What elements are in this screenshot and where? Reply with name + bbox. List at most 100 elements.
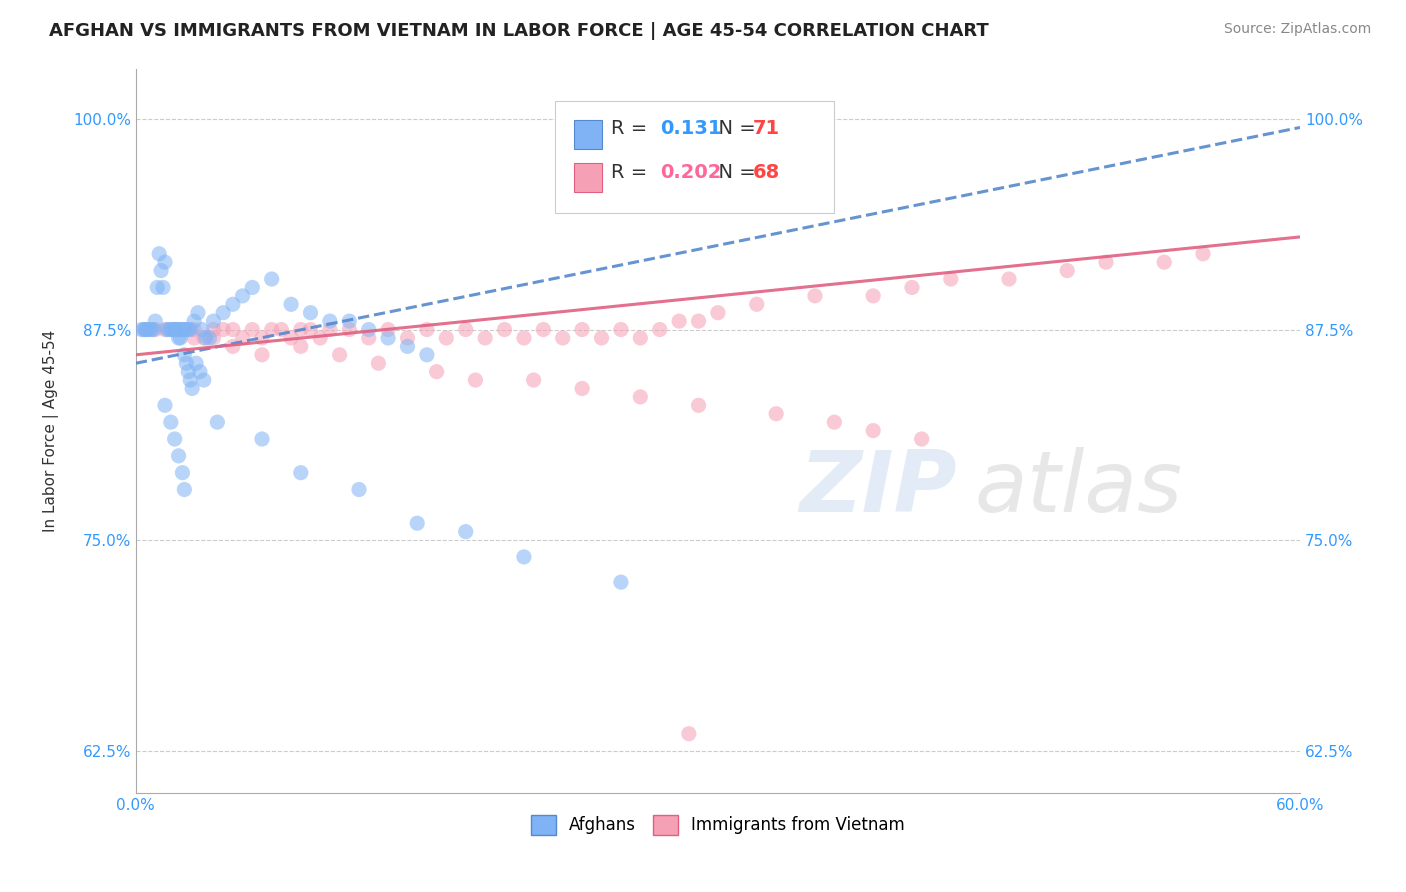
Point: [222, 339, 245, 353]
Point: [183, 322, 205, 336]
Point: [194, 331, 217, 345]
Point: [628, 331, 651, 345]
Point: [668, 314, 690, 328]
Point: [222, 297, 245, 311]
Text: N =: N =: [706, 120, 762, 138]
Point: [426, 365, 449, 379]
Point: [309, 331, 332, 345]
Point: [688, 398, 710, 412]
Point: [202, 322, 225, 336]
Point: [153, 398, 176, 412]
Point: [173, 322, 195, 336]
Point: [319, 314, 342, 328]
Point: [167, 331, 190, 345]
Point: [299, 322, 322, 336]
Point: [183, 331, 205, 345]
Point: [396, 331, 419, 345]
Point: [367, 356, 389, 370]
Point: [167, 322, 190, 336]
Point: [157, 322, 180, 336]
Point: [169, 331, 191, 345]
Point: [138, 322, 160, 336]
Point: [823, 415, 845, 429]
Text: N =: N =: [706, 162, 762, 182]
Point: [163, 322, 186, 336]
Point: [153, 322, 176, 336]
Point: [260, 272, 283, 286]
Point: [159, 322, 181, 336]
Point: [347, 483, 370, 497]
Point: [183, 314, 205, 328]
Point: [188, 365, 211, 379]
Point: [377, 322, 399, 336]
Point: [232, 331, 254, 345]
Y-axis label: In Labor Force | Age 45-54: In Labor Force | Age 45-54: [44, 329, 59, 532]
Point: [212, 306, 235, 320]
Point: [135, 322, 157, 336]
Point: [207, 415, 229, 429]
Point: [173, 348, 195, 362]
Point: [939, 272, 962, 286]
Text: 71: 71: [752, 120, 780, 138]
Point: [804, 289, 827, 303]
Point: [464, 373, 486, 387]
Point: [337, 314, 360, 328]
Point: [454, 322, 477, 336]
Point: [628, 390, 651, 404]
Point: [494, 322, 516, 336]
Text: AFGHAN VS IMMIGRANTS FROM VIETNAM IN LABOR FORCE | AGE 45-54 CORRELATION CHART: AFGHAN VS IMMIGRANTS FROM VIETNAM IN LAB…: [49, 22, 988, 40]
Point: [153, 255, 176, 269]
Point: [523, 373, 546, 387]
Point: [222, 322, 245, 336]
Point: [337, 322, 360, 336]
Point: [146, 280, 169, 294]
Point: [250, 348, 273, 362]
Point: [765, 407, 787, 421]
Point: [1153, 255, 1175, 269]
Point: [191, 322, 214, 336]
Point: [163, 322, 186, 336]
Point: [159, 415, 181, 429]
Point: [198, 331, 221, 345]
Point: [136, 322, 159, 336]
Point: [181, 382, 204, 396]
Point: [212, 322, 235, 336]
Point: [177, 322, 200, 336]
Point: [290, 339, 312, 353]
Point: [172, 322, 194, 336]
Point: [166, 322, 188, 336]
Point: [162, 322, 184, 336]
Point: [591, 331, 613, 345]
Point: [202, 314, 225, 328]
Point: [173, 322, 195, 336]
Point: [707, 306, 730, 320]
Point: [862, 289, 884, 303]
FancyBboxPatch shape: [555, 101, 834, 213]
Point: [648, 322, 671, 336]
Text: 0.131: 0.131: [659, 120, 721, 138]
Point: [571, 322, 593, 336]
Point: [998, 272, 1021, 286]
Point: [240, 280, 263, 294]
Point: [176, 322, 198, 336]
Point: [172, 466, 194, 480]
Point: [169, 322, 191, 336]
Point: [260, 322, 283, 336]
Point: [377, 331, 399, 345]
Point: [143, 322, 166, 336]
Point: [148, 246, 170, 260]
Point: [571, 382, 593, 396]
Text: 0.202: 0.202: [659, 162, 721, 182]
Point: [901, 280, 924, 294]
Point: [179, 322, 201, 336]
Text: ZIP: ZIP: [800, 447, 957, 530]
Point: [610, 575, 633, 590]
Point: [290, 466, 312, 480]
Point: [357, 322, 380, 336]
Point: [150, 263, 173, 277]
Point: [132, 322, 155, 336]
Point: [167, 449, 190, 463]
Point: [688, 314, 710, 328]
Point: [513, 331, 536, 345]
Point: [1095, 255, 1118, 269]
